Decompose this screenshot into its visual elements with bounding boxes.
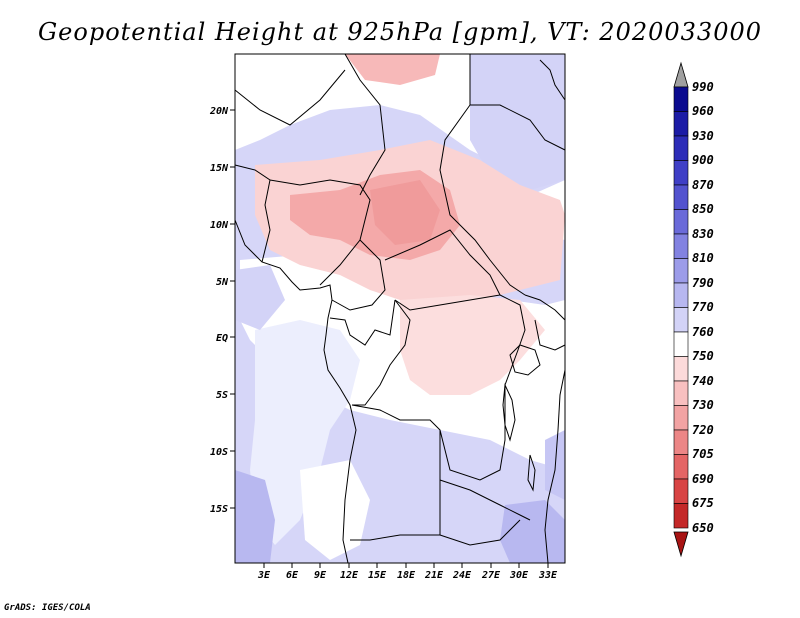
field-pink-congo — [400, 295, 545, 395]
field-red-inner — [370, 180, 440, 245]
map-frame — [234, 53, 566, 564]
field-white-west — [300, 460, 370, 560]
lon-label: 27E — [481, 570, 501, 581]
colorbar-swatch — [673, 307, 689, 333]
field-pink-north-tip — [345, 54, 440, 85]
colorbar-label: 650 — [692, 521, 714, 535]
border-uganda-kenya — [534, 319, 566, 351]
colorbar-bottom-arrow — [673, 531, 689, 558]
lon-label: 6E — [286, 570, 299, 581]
lon-label: 33E — [538, 570, 558, 581]
lat-label: 15S — [210, 504, 228, 515]
lat-label: 10S — [210, 447, 228, 458]
colorbar-label: 990 — [692, 80, 714, 94]
colorbar-swatch — [673, 503, 689, 529]
colorbar-swatch — [673, 233, 689, 259]
colorbar-label: 730 — [692, 398, 714, 412]
field-blue-southwest — [235, 470, 275, 563]
colorbar-swatch — [673, 429, 689, 455]
colorbar-label: 750 — [692, 349, 714, 363]
border-south — [439, 519, 521, 546]
border-lake-tanganyika — [502, 383, 516, 442]
lat-ticks — [230, 109, 235, 509]
lon-label: 24E — [452, 570, 472, 581]
border-lake-malawi — [527, 454, 536, 492]
colorbar-label: 870 — [692, 178, 714, 192]
colorbar-swatches — [673, 86, 689, 529]
colorbar-swatch — [673, 380, 689, 406]
lat-label: 15N — [210, 163, 229, 174]
lon-label: 3E — [257, 570, 271, 581]
lon-ticks — [263, 563, 549, 568]
colorbar-swatch — [673, 184, 689, 210]
lat-label: 5N — [216, 277, 229, 288]
colorbar-label: 770 — [692, 300, 714, 314]
border-congo-gabon — [329, 299, 396, 346]
colorbar: 990 960 930 900 870 850 830 810 790 770 … — [673, 61, 714, 558]
lon-labels: 3E 6E 9E 12E 15E 18E 21E 24E 27E 30E 33E — [257, 570, 558, 581]
map-boundaries — [234, 53, 566, 564]
colorbar-label: 930 — [692, 129, 714, 143]
lat-label: 10N — [210, 220, 229, 231]
lon-label: 12E — [340, 570, 359, 581]
colorbar-label: 740 — [692, 374, 714, 388]
coastline-west-africa — [234, 219, 357, 564]
lat-label: 20N — [209, 106, 229, 117]
colorbar-label: 690 — [692, 472, 714, 486]
colorbar-label: 810 — [692, 251, 714, 265]
border-ethiopia — [524, 294, 566, 321]
colorbar-label: 960 — [692, 104, 714, 118]
colorbar-swatch — [673, 282, 689, 308]
field-blue-southeast — [500, 500, 565, 563]
border-chad-sudan — [439, 54, 526, 296]
lat-label: EQ — [216, 333, 228, 344]
lon-label: 30E — [509, 570, 529, 581]
colorbar-label: 830 — [692, 227, 714, 241]
lon-label: 9E — [314, 570, 327, 581]
colorbar-label: 720 — [692, 423, 714, 437]
field-lightblue-west — [235, 265, 285, 330]
map-panel: 20N 15N 10N 5N EQ 5S 10S 15S 3E 6E 9E 12… — [209, 53, 566, 581]
border-drc-north — [352, 299, 411, 406]
lon-label: 15E — [368, 570, 387, 581]
colorbar-swatch — [673, 258, 689, 284]
border-niger-nigeria — [269, 179, 371, 286]
colorbar-label: 760 — [692, 325, 714, 339]
colorbar-swatch — [673, 111, 689, 137]
border-drc-east — [439, 294, 526, 481]
lon-label: 18E — [397, 570, 416, 581]
colorbar-label: 900 — [692, 153, 714, 167]
lon-label: 21E — [424, 570, 444, 581]
field-lightblue-northeast — [470, 54, 565, 190]
colorbar-label: 790 — [692, 276, 714, 290]
colorbar-swatch — [673, 356, 689, 382]
colorbar-label: 705 — [692, 447, 714, 461]
colorbar-swatch — [673, 86, 689, 112]
colorbar-swatch — [673, 160, 689, 186]
border-zambia — [439, 479, 531, 521]
border-mali — [234, 164, 271, 263]
colorbar-label: 675 — [692, 496, 714, 510]
coast-red-sea — [539, 59, 566, 101]
lat-labels: 20N 15N 10N 5N EQ 5S 10S 15S — [209, 106, 229, 515]
border-car — [384, 229, 501, 311]
border-chad-libya — [344, 53, 386, 196]
map-title: Geopotential Height at 925hPa [gpm], VT:… — [38, 18, 762, 46]
border-cameroon — [331, 239, 386, 311]
footer-credit: GrADS: IGES/COLA — [4, 603, 91, 613]
colorbar-swatch — [673, 478, 689, 504]
colorbar-swatch — [673, 405, 689, 431]
coastline-east-africa — [544, 369, 566, 564]
border-sudan-south — [470, 104, 566, 151]
border-angola — [350, 404, 441, 541]
colorbar-top-arrow — [673, 61, 689, 88]
colorbar-label: 850 — [692, 202, 714, 216]
colorbar-swatch — [673, 209, 689, 235]
colorbar-swatch — [673, 454, 689, 480]
colorbar-swatch — [673, 331, 689, 357]
lat-label: 5S — [216, 390, 228, 401]
colorbar-swatch — [673, 135, 689, 161]
border-algeria — [234, 69, 346, 126]
